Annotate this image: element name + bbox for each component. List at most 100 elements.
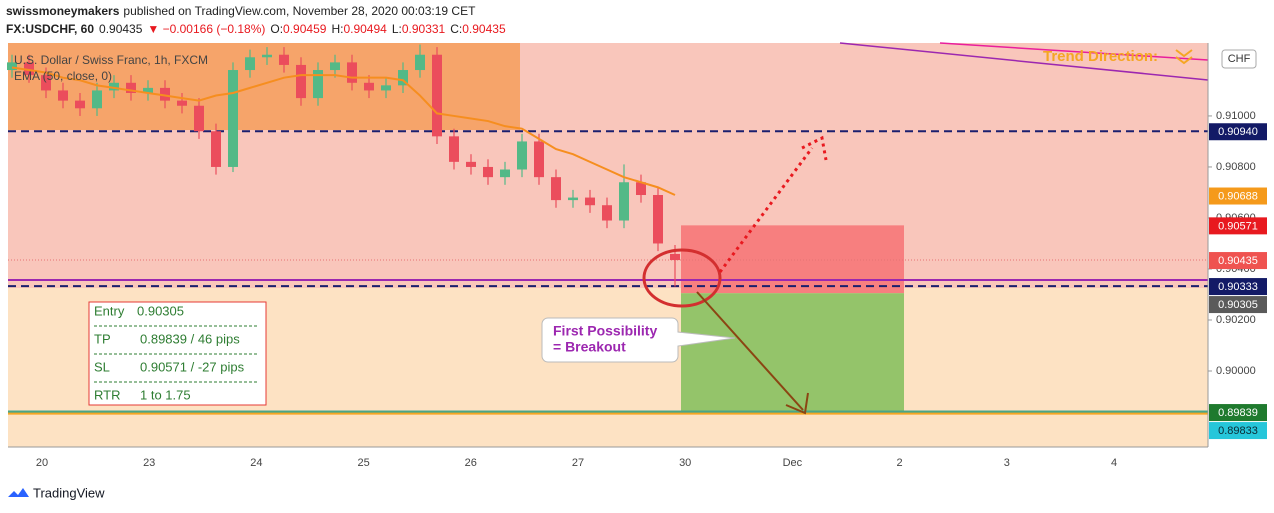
- candle-body: [330, 62, 340, 71]
- x-tick-label: 20: [36, 457, 48, 469]
- price-badge: [1209, 404, 1267, 422]
- candle-body: [602, 205, 612, 221]
- price-badge-label: 0.90940: [1218, 126, 1258, 138]
- x-tick-label: 24: [250, 457, 262, 469]
- ohlc-value: 0.90494: [343, 22, 387, 36]
- x-tick-label: 25: [357, 457, 369, 469]
- trend-line: [939, 42, 1209, 61]
- callout-box: [541, 317, 736, 363]
- candle-body: [109, 82, 119, 91]
- header-line: swissmoneymakers published on TradingView…: [6, 4, 476, 18]
- candle-body: [7, 62, 17, 71]
- ohlc-label: O:: [270, 22, 283, 36]
- note-text: 0.90305: [137, 303, 184, 318]
- y-tick-label: 0.90800: [1216, 161, 1256, 173]
- note-text: 0.90571 / -27 pips: [140, 359, 245, 374]
- ema-line: [11, 66, 676, 196]
- candle-body: [262, 54, 272, 58]
- note-key: SL: [94, 359, 110, 374]
- price-badge-label: 0.90688: [1218, 190, 1258, 202]
- ohlc-label: C:: [450, 22, 462, 36]
- candle-body: [177, 100, 187, 106]
- candle-body: [160, 87, 170, 101]
- y-tick-label: 0.90200: [1216, 314, 1256, 326]
- note-key: TP: [94, 331, 111, 346]
- published: published on TradingView.com, November 2…: [123, 4, 476, 18]
- ohlc-value: 0.90459: [283, 22, 327, 36]
- trend-label: Trend Direction:: [1043, 48, 1158, 65]
- highlight-circle: [642, 248, 722, 308]
- candle-body: [415, 54, 425, 71]
- candle-body: [58, 90, 68, 101]
- candle-body: [92, 90, 102, 109]
- candle-body: [279, 54, 289, 65]
- ohlc-label: L:: [392, 22, 402, 36]
- candle-body: [585, 197, 595, 206]
- candle-body: [398, 70, 408, 86]
- price-badge: [1209, 422, 1267, 440]
- price-badge-label: 0.90333: [1218, 281, 1258, 293]
- candle-body: [483, 166, 493, 178]
- candle-body: [653, 195, 663, 244]
- candle-body: [381, 85, 391, 91]
- ohlc-value: 0.90331: [402, 22, 446, 36]
- candle-body: [568, 197, 578, 201]
- x-tick-label: 26: [465, 457, 477, 469]
- x-tick-label: 4: [1111, 457, 1117, 469]
- x-tick-label: 27: [572, 457, 584, 469]
- candle-body: [636, 182, 646, 196]
- change: ▼ −0.00166 (−0.18%): [147, 22, 265, 36]
- note-text: 0.89839 / 46 pips: [140, 331, 240, 346]
- x-tick-label: Dec: [783, 457, 803, 469]
- candle-body: [313, 70, 323, 99]
- price-badge: [1209, 278, 1267, 296]
- candle-body: [500, 169, 510, 178]
- logo-icon: [8, 488, 29, 497]
- candle-body: [41, 75, 51, 91]
- note-key: Entry: [94, 303, 125, 318]
- price-badge-label: 0.89839: [1218, 407, 1258, 419]
- candle-body: [126, 82, 136, 93]
- price-badge: [1209, 217, 1267, 235]
- candle-body: [517, 141, 527, 170]
- currency: CHF: [1228, 53, 1251, 65]
- candle-body: [75, 100, 85, 109]
- currency-badge: [1221, 49, 1257, 69]
- price-badge-label: 0.90435: [1218, 255, 1258, 267]
- chart-title: U.S. Dollar / Swiss Franc, 1h, FXCM: [14, 53, 208, 67]
- last: 0.90435: [99, 22, 143, 36]
- candle-body: [296, 64, 306, 99]
- candle-body: [551, 177, 561, 201]
- target-zone: [681, 293, 904, 413]
- x-tick-label: 3: [1004, 457, 1010, 469]
- price-badge-label: 0.90571: [1218, 220, 1258, 232]
- candle-body: [24, 62, 34, 76]
- ohlc-value: 0.90435: [462, 22, 506, 36]
- notes: Entry 0.90305 TP 0.89839 / 46 pips SL 0.90571…: [94, 303, 258, 402]
- x-tick-label: 2: [897, 457, 903, 469]
- y-tick-label: 0.91000: [1216, 110, 1256, 122]
- price-badge-label: 0.90305: [1218, 299, 1258, 311]
- candle-body: [347, 62, 357, 83]
- candle-body: [211, 131, 221, 167]
- arrow-up-head: [801, 135, 828, 161]
- candle-body: [619, 182, 629, 221]
- arrow-up: [718, 147, 814, 273]
- author: swissmoneymakers: [6, 4, 120, 18]
- x-tick-label: 30: [679, 457, 691, 469]
- stop-zone: [681, 225, 904, 294]
- trend-line: [839, 42, 1209, 81]
- candle-body: [194, 105, 204, 132]
- candle-body: [670, 253, 680, 261]
- candle-body: [449, 136, 459, 162]
- candle-body: [534, 141, 544, 178]
- price-badge: [1209, 296, 1267, 314]
- price-badge-label: 0.89833: [1218, 425, 1258, 437]
- candle-body: [364, 82, 374, 91]
- callout-text: First Possibility: [553, 323, 657, 339]
- price-badge: [1209, 123, 1267, 141]
- symbol: FX:USDCHF, 60: [6, 22, 94, 36]
- candle-body: [466, 161, 476, 167]
- price-badge: [1209, 187, 1267, 205]
